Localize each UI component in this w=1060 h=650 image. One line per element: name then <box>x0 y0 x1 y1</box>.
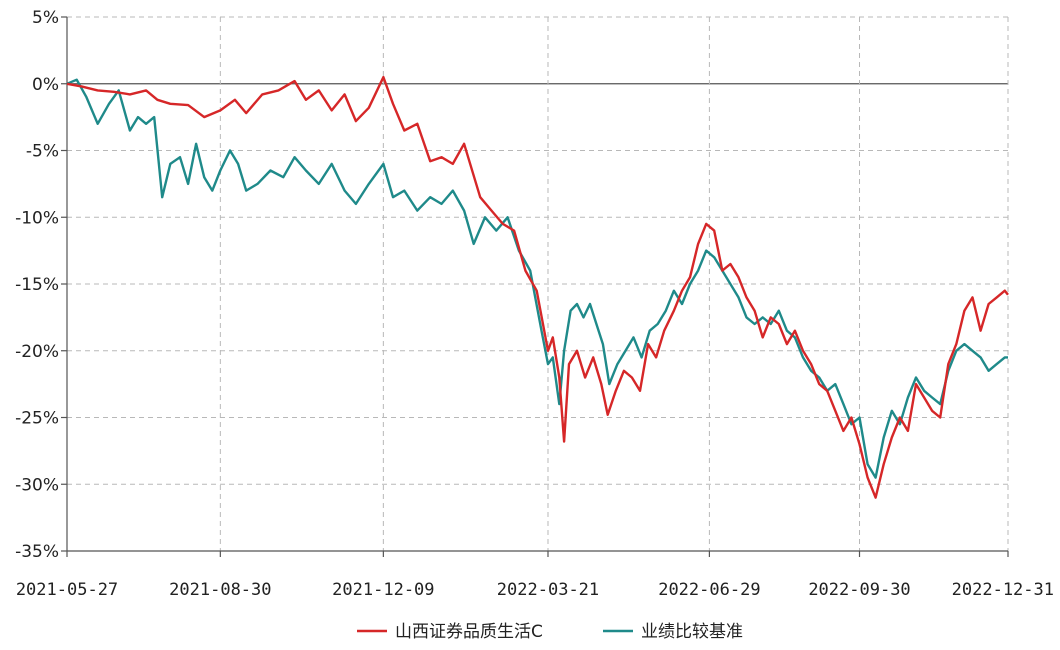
y-tick-label: -30% <box>15 475 59 495</box>
series-line-benchmark <box>66 78 1008 479</box>
x-tick-label: 2021-08-30 <box>169 580 271 600</box>
legend-label: 山西证券品质生活C <box>395 622 543 642</box>
y-tick-label: -15% <box>15 275 59 295</box>
legend-label: 业绩比较基准 <box>641 622 743 642</box>
y-tick-label: -35% <box>15 542 59 562</box>
y-tick-label: 5% <box>32 8 59 28</box>
x-tick-label: 2021-05-27 <box>16 580 118 600</box>
y-axis: 5% 0% -5% -10% -15% -20% -25% -30% -35% <box>15 8 68 562</box>
x-axis: 2021-05-27 2021-08-30 2021-12-09 2022-03-21… <box>16 550 1054 600</box>
y-tick-label: -5% <box>26 142 59 162</box>
x-tick-label: 2022-06-29 <box>658 580 760 600</box>
x-tick-label: 2022-03-21 <box>497 580 599 600</box>
y-tick-label: -10% <box>15 208 59 228</box>
y-tick-label: 0% <box>32 75 59 95</box>
y-tick-label: -20% <box>15 342 59 362</box>
x-tick-label: 2021-12-09 <box>332 580 434 600</box>
x-tick-label: 2022-09-30 <box>808 580 910 600</box>
series-line-fund <box>66 75 1009 499</box>
series-lines <box>66 75 1009 499</box>
grid <box>67 16 1009 551</box>
y-tick-label: -25% <box>15 409 59 429</box>
x-tick-label: 2022-12-31 <box>952 580 1054 600</box>
legend: 山西证券品质生活C 业绩比较基准 <box>357 622 743 642</box>
